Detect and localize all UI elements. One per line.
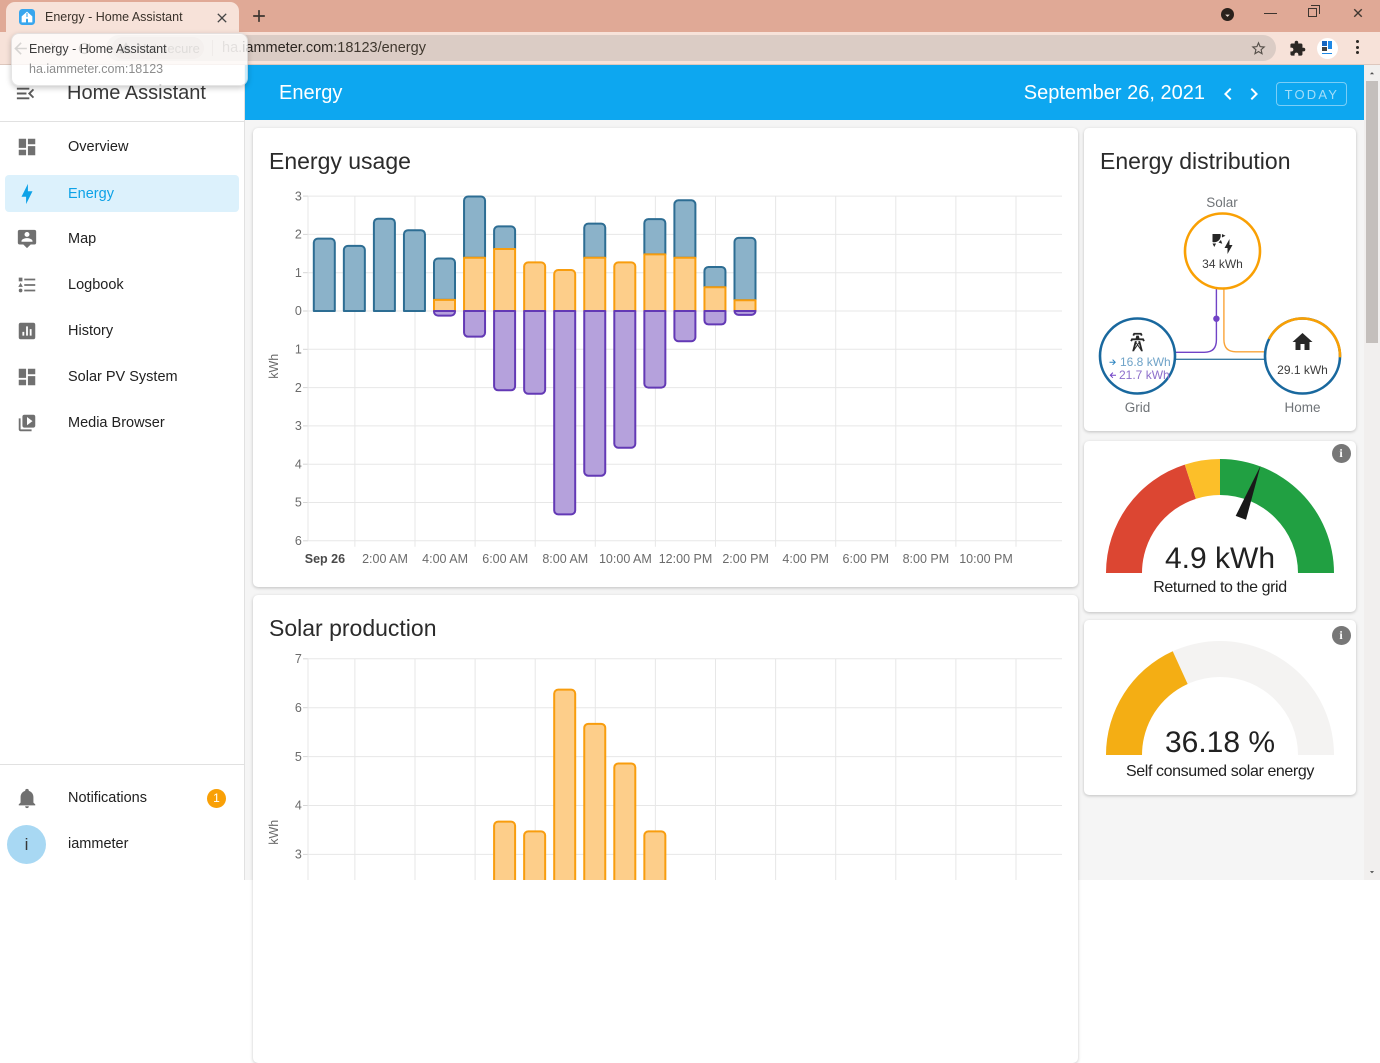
svg-text:8:00 AM: 8:00 AM (542, 552, 588, 566)
svg-text:4:00 AM: 4:00 AM (422, 552, 468, 566)
svg-text:6:00 PM: 6:00 PM (843, 552, 890, 566)
svg-text:kWh: kWh (267, 820, 281, 845)
svg-text:6:00 AM: 6:00 AM (482, 552, 528, 566)
svg-text:kWh: kWh (267, 354, 281, 379)
svg-text:4:00 PM: 4:00 PM (782, 552, 829, 566)
svg-text:7: 7 (295, 652, 302, 666)
svg-text:10:00 AM: 10:00 AM (599, 552, 652, 566)
svg-text:4: 4 (295, 799, 302, 813)
svg-text:2: 2 (295, 228, 302, 242)
svg-text:3: 3 (295, 189, 302, 203)
svg-text:2: 2 (295, 381, 302, 395)
svg-text:6: 6 (295, 701, 302, 715)
svg-text:12:00 PM: 12:00 PM (659, 552, 713, 566)
svg-text:2:00 AM: 2:00 AM (362, 552, 408, 566)
svg-text:3: 3 (295, 848, 302, 862)
svg-text:2:00 PM: 2:00 PM (722, 552, 769, 566)
svg-text:Sep 26: Sep 26 (305, 552, 345, 566)
svg-text:0: 0 (295, 304, 302, 318)
svg-text:10:00 PM: 10:00 PM (959, 552, 1013, 566)
svg-text:4: 4 (295, 457, 302, 471)
svg-text:3: 3 (295, 419, 302, 433)
svg-text:5: 5 (295, 750, 302, 764)
svg-text:6: 6 (295, 534, 302, 548)
svg-text:1: 1 (295, 343, 302, 357)
svg-text:5: 5 (295, 496, 302, 510)
svg-text:1: 1 (295, 266, 302, 280)
svg-text:8:00 PM: 8:00 PM (903, 552, 950, 566)
